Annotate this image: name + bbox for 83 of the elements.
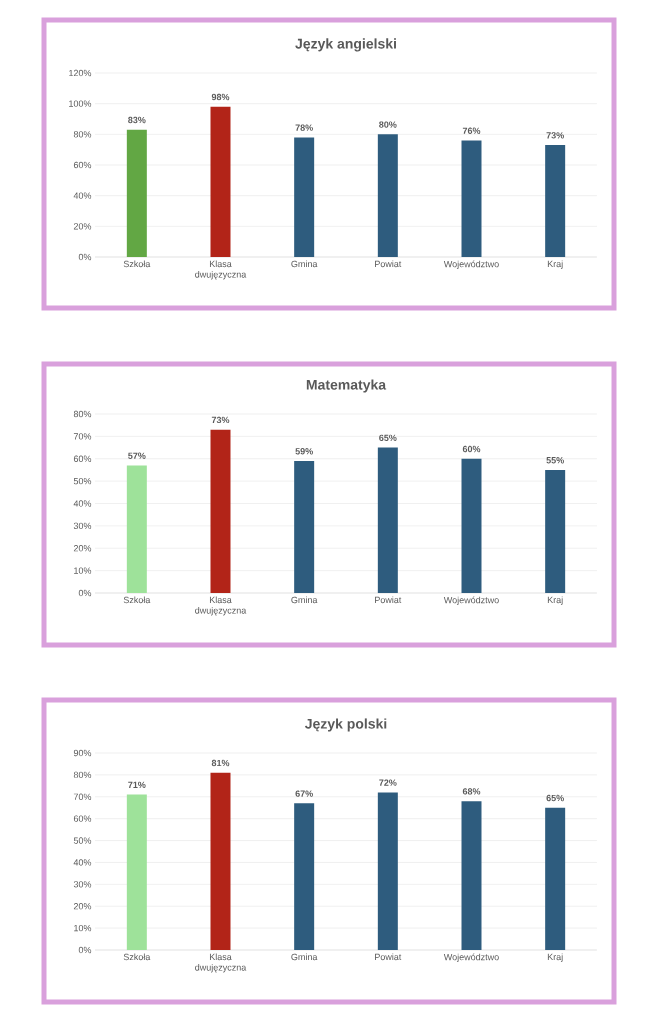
bar <box>545 807 566 950</box>
x-tick-label: Szkoła <box>123 260 151 268</box>
data-label: 65% <box>379 434 397 442</box>
bar <box>126 794 147 950</box>
y-tick-label: 70% <box>73 433 92 440</box>
x-tick-label: Klasa dwujęzyczna <box>195 596 247 616</box>
x-tick-label: Powiat <box>375 596 402 604</box>
data-label: 68% <box>462 788 481 795</box>
y-tick-label: 80% <box>73 771 92 779</box>
data-label: 55% <box>546 457 564 464</box>
bar <box>545 469 566 593</box>
x-tick-label: Klasa dwujęzyczna <box>195 953 247 973</box>
chart-title: Matematyka <box>306 379 387 393</box>
data-label: 72% <box>379 779 397 786</box>
chart-title: Język polski <box>304 718 387 732</box>
data-label: 67% <box>295 790 313 797</box>
x-tick-label: Klasa dwujęzyczna <box>195 260 247 280</box>
bar <box>545 145 566 257</box>
bar <box>461 801 482 950</box>
y-tick-label: 20% <box>73 223 92 230</box>
data-label: 78% <box>295 124 313 131</box>
data-label: 60% <box>462 445 481 453</box>
data-label: 76% <box>462 127 481 134</box>
x-tick-label: Województwo <box>443 260 499 270</box>
bar <box>377 792 398 950</box>
y-tick-label: 50% <box>73 477 92 485</box>
y-tick-label: 20% <box>73 545 92 552</box>
x-tick-label: Gmina <box>291 953 318 961</box>
y-tick-label: 120% <box>69 69 92 77</box>
y-tick-label: 70% <box>73 793 92 800</box>
x-tick-label: Szkoła <box>123 596 151 604</box>
x-tick-label: Kraj <box>547 260 563 269</box>
bar <box>210 772 231 950</box>
bar <box>377 447 398 593</box>
bar <box>294 137 315 257</box>
y-tick-label: 60% <box>73 815 92 822</box>
x-tick-label: Gmina <box>291 596 318 604</box>
y-tick-label: 80% <box>73 410 92 418</box>
x-tick-label: Szkoła <box>123 953 151 961</box>
x-tick-label: Powiat <box>375 953 402 961</box>
y-tick-label: 60% <box>73 455 92 462</box>
data-label: 73% <box>546 132 564 139</box>
data-label: 59% <box>295 448 313 455</box>
data-label: 80% <box>379 121 397 128</box>
bar <box>294 803 315 950</box>
data-label: 83% <box>128 116 146 124</box>
bar <box>294 460 315 593</box>
y-tick-label: 10% <box>74 567 92 574</box>
y-tick-label: 30% <box>73 881 92 888</box>
y-tick-label: 80% <box>73 131 92 138</box>
x-tick-label: Kraj <box>547 596 563 605</box>
x-tick-label: Województwo <box>443 953 499 963</box>
data-label: 65% <box>546 794 564 802</box>
y-tick-label: 90% <box>73 749 92 757</box>
x-tick-label: Gmina <box>291 260 318 268</box>
y-tick-label: 40% <box>73 859 92 866</box>
y-tick-label: 100% <box>69 100 92 107</box>
y-tick-label: 10% <box>74 924 92 932</box>
y-tick-label: 0% <box>78 253 92 261</box>
y-tick-label: 60% <box>73 161 92 169</box>
bar <box>377 134 398 257</box>
y-tick-label: 0% <box>78 589 92 597</box>
data-label: 71% <box>128 781 146 789</box>
y-tick-label: 50% <box>73 837 92 844</box>
data-label: 57% <box>128 452 146 459</box>
x-tick-label: Województwo <box>443 596 499 606</box>
data-label: 81% <box>211 759 230 767</box>
chart-title: Język angielski <box>295 38 396 52</box>
x-tick-label: Kraj <box>547 953 563 962</box>
bar <box>210 429 231 593</box>
bar <box>126 129 147 257</box>
bar <box>210 106 231 257</box>
bar <box>126 465 147 593</box>
y-tick-label: 0% <box>78 946 92 954</box>
y-tick-label: 20% <box>73 903 92 910</box>
y-tick-label: 40% <box>73 500 92 507</box>
bar <box>461 458 482 593</box>
y-tick-label: 30% <box>73 522 92 530</box>
data-label: 98% <box>211 93 230 101</box>
y-tick-label: 40% <box>73 192 92 199</box>
x-tick-label: Powiat <box>375 260 402 268</box>
data-label: 73% <box>211 416 230 424</box>
bar <box>461 140 482 257</box>
